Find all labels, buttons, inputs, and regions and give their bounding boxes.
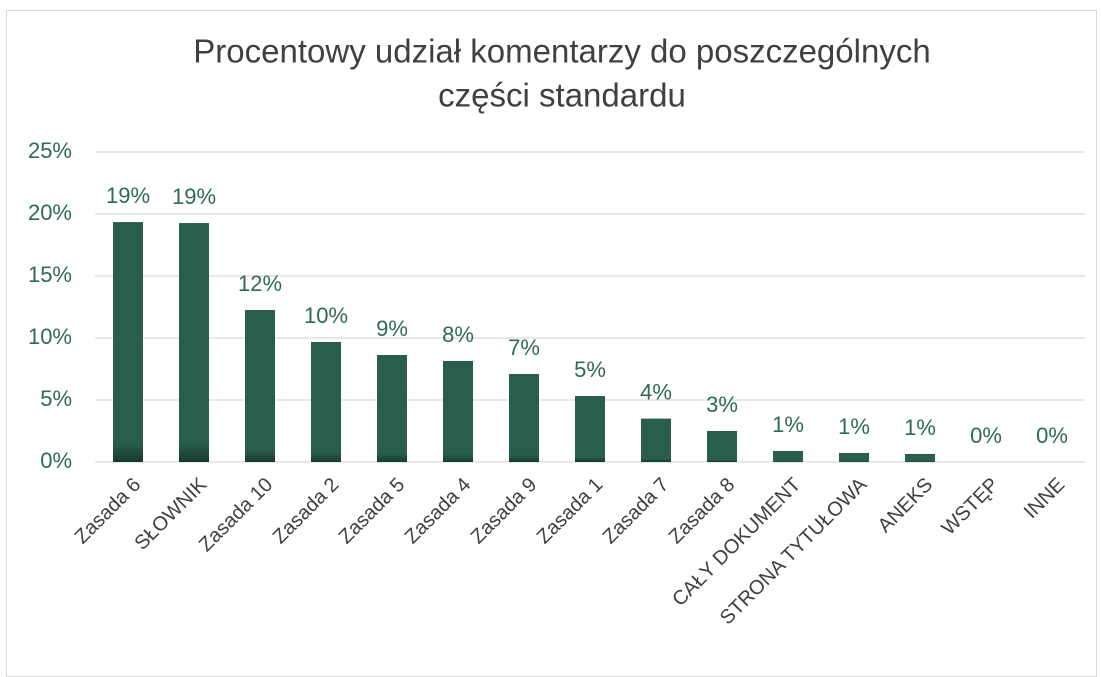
bar xyxy=(509,373,539,462)
data-label: 1% xyxy=(904,415,936,440)
x-tick-label: CAŁY DOKUMENT xyxy=(668,474,805,611)
y-tick-label: 20% xyxy=(28,200,72,225)
data-label: 19% xyxy=(172,184,216,209)
x-tick-label: Zasada 1 xyxy=(533,474,608,549)
x-tick-label: INNE xyxy=(1020,474,1069,523)
x-tick-label: ANEKS xyxy=(874,474,938,538)
y-tick-label: 10% xyxy=(28,324,72,349)
y-tick-label: 5% xyxy=(40,386,72,411)
data-label: 0% xyxy=(970,423,1002,448)
chart-title: Procentowy udział komentarzy do poszczeg… xyxy=(193,33,930,70)
bar xyxy=(641,418,671,462)
bar xyxy=(245,309,275,462)
x-tick-label: WSTĘP xyxy=(937,474,1003,540)
data-label: 12% xyxy=(238,271,282,296)
bar xyxy=(905,453,935,462)
y-tick-label: 0% xyxy=(40,448,72,473)
x-tick-label: Zasada 5 xyxy=(335,474,410,549)
bar xyxy=(839,452,869,462)
x-tick-label: Zasada 9 xyxy=(467,474,542,549)
data-label: 19% xyxy=(106,183,150,208)
bar xyxy=(377,354,407,462)
bar xyxy=(773,450,803,462)
x-tick-label: Zasada 7 xyxy=(599,474,674,549)
y-tick-label: 25% xyxy=(28,138,72,163)
data-label: 7% xyxy=(508,335,540,360)
data-label: 4% xyxy=(640,379,672,404)
x-tick-label: Zasada 2 xyxy=(269,474,344,549)
bar xyxy=(113,222,143,462)
bar xyxy=(443,360,473,462)
data-label: 0% xyxy=(1036,423,1068,448)
chart-title: części standardu xyxy=(438,77,686,114)
bar xyxy=(707,431,737,462)
y-tick-label: 15% xyxy=(28,262,72,287)
x-tick-label: Zasada 4 xyxy=(401,474,476,549)
bar xyxy=(575,396,605,462)
data-label: 10% xyxy=(304,303,348,328)
bar xyxy=(311,341,341,462)
data-label: 8% xyxy=(442,322,474,347)
data-label: 9% xyxy=(376,316,408,341)
data-label: 5% xyxy=(574,357,606,382)
data-label: 1% xyxy=(772,412,804,437)
data-label: 1% xyxy=(838,414,870,439)
data-label: 3% xyxy=(706,392,738,417)
bar xyxy=(179,223,209,462)
